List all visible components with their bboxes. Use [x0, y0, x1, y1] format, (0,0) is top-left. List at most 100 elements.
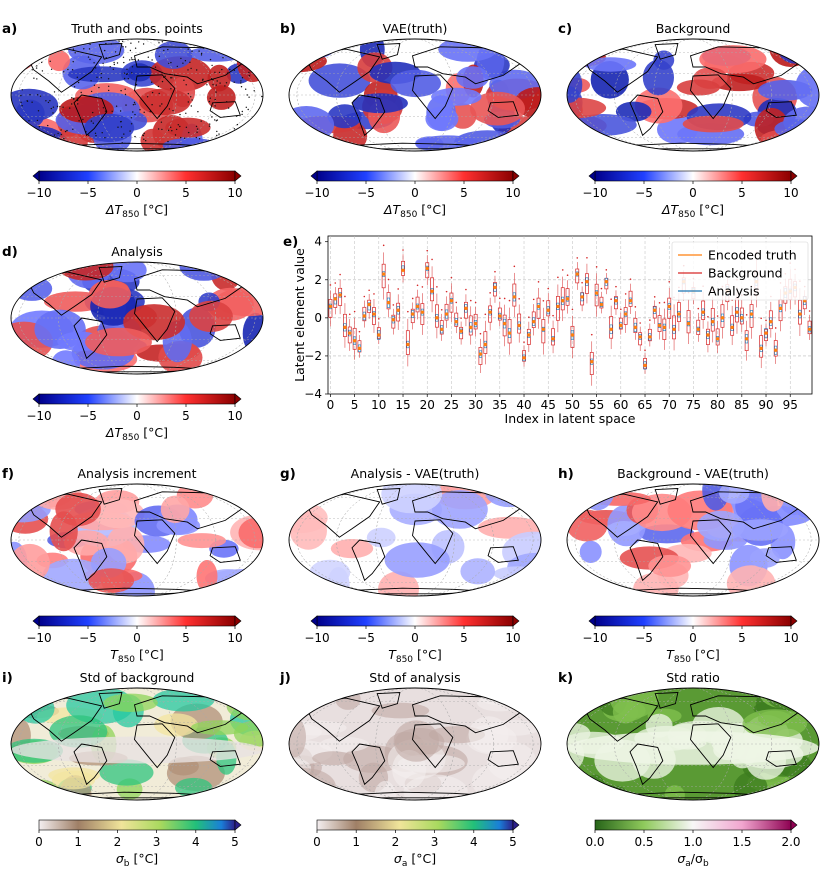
colorbar-i: 0 1 2 3 4 5 σb [°C]	[35, 819, 242, 869]
obs-point	[224, 85, 226, 87]
map-border	[10, 38, 264, 152]
field-blob	[425, 106, 459, 132]
background-outlier	[532, 298, 535, 301]
map-panel-c: Background c)	[558, 21, 820, 152]
field-blob	[67, 66, 135, 83]
background-outlier	[586, 256, 588, 259]
obs-point	[177, 124, 179, 126]
map-panel-g: Analysis - VAE(truth) g)	[280, 466, 542, 597]
coastline-australia	[765, 546, 797, 563]
colorbar-tick-label: 5	[182, 409, 190, 423]
obs-point	[63, 137, 65, 140]
field-blob	[165, 117, 211, 138]
obs-point	[257, 144, 260, 146]
field-blob	[584, 57, 637, 72]
coastline-samerica	[629, 94, 664, 137]
colorbar-tick-label: 5	[509, 835, 517, 849]
field-blob	[642, 59, 675, 96]
obs-point	[35, 67, 38, 69]
obs-point	[102, 107, 105, 109]
y-tick-label: 4	[314, 235, 322, 249]
label-part: b	[703, 859, 709, 869]
label-part: /σ	[691, 851, 703, 866]
encoded-truth-point	[512, 295, 517, 299]
encoded-truth-point	[599, 302, 604, 307]
map-panel-j: Std of analysis j)	[279, 670, 542, 801]
obs-point	[36, 94, 39, 96]
obs-point	[120, 90, 122, 92]
encoded-truth-point	[764, 331, 768, 335]
obs-point	[245, 106, 247, 109]
obs-point	[240, 80, 242, 82]
obs-point	[135, 83, 138, 86]
obs-point	[74, 52, 76, 54]
field-blob	[88, 568, 135, 593]
obs-point	[93, 62, 95, 64]
obs-point	[216, 130, 218, 133]
field-blob	[327, 104, 362, 129]
obs-point	[46, 53, 48, 56]
coastline-africa	[134, 723, 176, 769]
colorbar-g: −10 −5 0 5 10 T850 [°C]	[304, 615, 521, 665]
obs-point	[185, 112, 187, 115]
meridian-line	[375, 484, 455, 596]
obs-point	[227, 107, 230, 109]
label-part: [°C]	[695, 202, 724, 217]
label-part: ΔT	[105, 202, 124, 217]
obs-point	[161, 80, 164, 83]
field-blob	[226, 692, 263, 721]
field-blob	[11, 125, 69, 151]
field-blob	[93, 498, 145, 529]
obs-point	[122, 56, 125, 58]
x-tick-label: 0	[327, 398, 335, 412]
background-outlier	[469, 299, 472, 302]
obs-point	[250, 39, 253, 40]
encoded-truth-point	[657, 323, 662, 328]
background-outlier	[445, 290, 448, 293]
field-blob	[291, 40, 334, 59]
field-blob	[289, 688, 305, 705]
obs-point	[256, 145, 259, 147]
obs-point	[19, 145, 21, 147]
colorbar-tick-label: −5	[357, 186, 375, 200]
obs-point	[258, 114, 260, 116]
obs-point	[233, 69, 236, 72]
obs-point	[41, 143, 43, 146]
map-field	[289, 484, 541, 596]
map-border	[10, 687, 264, 801]
obs-point	[73, 86, 76, 88]
colorbar-extend-high	[234, 170, 242, 182]
obs-point	[218, 133, 220, 135]
encoded-truth-point	[411, 312, 415, 316]
field-blob	[697, 510, 745, 542]
legend-label: Encoded truth	[708, 248, 797, 263]
background-outlier	[411, 297, 414, 300]
obs-point	[47, 124, 49, 127]
field-blob	[366, 527, 396, 548]
encoded-truth-point	[498, 314, 502, 318]
coastline-australia	[765, 750, 797, 767]
obs-point	[69, 107, 71, 109]
meridian-line	[614, 39, 772, 151]
obs-point	[196, 131, 198, 133]
obs-point	[183, 137, 186, 139]
obs-point	[219, 82, 221, 84]
obs-point	[208, 100, 211, 103]
panel-title: Truth and obs. points	[70, 21, 203, 36]
encoded-truth-point	[454, 319, 458, 324]
obs-point	[214, 98, 216, 101]
coastline-africa	[690, 74, 732, 120]
map-border	[10, 483, 264, 597]
obs-point	[131, 72, 133, 74]
obs-point	[113, 61, 115, 64]
colorbar-extend-low	[588, 170, 596, 182]
field-blob	[84, 113, 135, 143]
colorbar-bar	[594, 170, 792, 182]
obs-point	[221, 68, 223, 71]
obs-point	[143, 111, 145, 114]
coastline-namerica	[581, 48, 659, 93]
background-outlier	[450, 276, 453, 279]
coastline-namerica	[25, 697, 103, 742]
field-blob	[390, 69, 442, 98]
map-border	[566, 38, 820, 152]
